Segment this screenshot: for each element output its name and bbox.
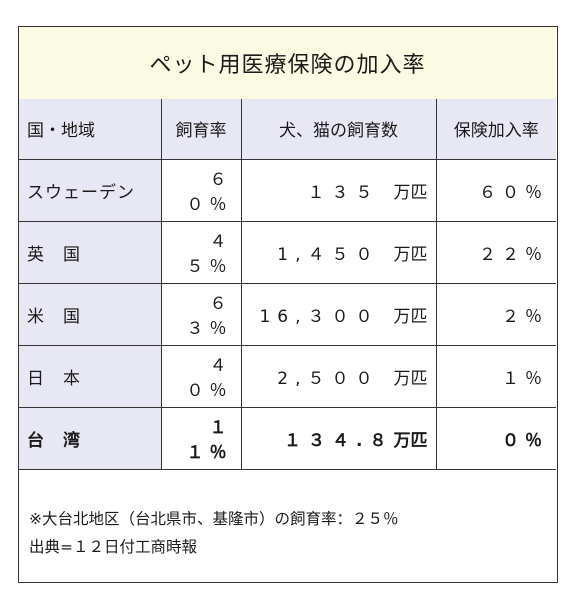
- table-row: 英 国 ４５％ 1,４５０ 万匹 ２２％: [19, 220, 556, 284]
- count-value: 16,３００: [259, 306, 380, 327]
- insurance-cell: ２２％: [435, 220, 556, 284]
- country-cell: 英 国: [19, 220, 162, 284]
- table-row: 日 本 ４０％ 2,５００ 万匹 １％: [19, 344, 556, 408]
- rate-cell: ４０％: [160, 344, 242, 408]
- count-unit: 万匹: [393, 368, 428, 389]
- country-cell: スウェーデン: [19, 158, 162, 222]
- count-value: １３４.８: [284, 430, 394, 451]
- country-cell: 日 本: [19, 344, 162, 408]
- count-cell: 2,５００ 万匹: [240, 344, 437, 408]
- country-cell: 米 国: [19, 282, 162, 346]
- rate-cell: １１％: [160, 406, 242, 470]
- table-row: スウェーデン ６０％ １３５ 万匹 ６０％: [19, 158, 556, 222]
- rate-cell: ４５％: [160, 220, 242, 284]
- footnote: ※大台北地区（台北県市、基隆市）の飼育率：２５％ 出典=１２日付工商時報: [29, 505, 399, 561]
- source-line: 出典=１２日付工商時報: [29, 538, 197, 556]
- table-row: 台 湾 １１％ １３４.８万匹 ０％: [19, 406, 556, 470]
- header-insurance: 保険加入率: [435, 99, 556, 160]
- insurance-cell: １％: [435, 344, 556, 408]
- count-cell: 1,４５０ 万匹: [240, 220, 437, 284]
- rate-cell: ６０％: [160, 158, 242, 222]
- count-value: 1,４５０: [277, 244, 380, 265]
- footnote-line: ※大台北地区（台北県市、基隆市）の飼育率：２５％: [29, 510, 399, 528]
- count-cell: １３５ 万匹: [240, 158, 437, 222]
- count-unit: 万匹: [393, 182, 428, 203]
- header-rate: 飼育率: [160, 99, 242, 160]
- count-cell: １３４.８万匹: [240, 406, 437, 470]
- table-row: 米 国 ６３％ 16,３００ 万匹 ２％: [19, 282, 556, 346]
- header-country: 国・地域: [19, 99, 162, 160]
- header-row: 国・地域 飼育率 犬、猫の飼育数 保険加入率: [19, 99, 556, 160]
- count-unit: 万匹: [393, 430, 428, 451]
- insurance-cell: ０％: [435, 406, 556, 470]
- count-cell: 16,３００ 万匹: [240, 282, 437, 346]
- header-count: 犬、猫の飼育数: [240, 99, 437, 160]
- count-value: 2,５００: [277, 368, 380, 389]
- insurance-table: 国・地域 飼育率 犬、猫の飼育数 保険加入率 スウェーデン ６０％ １３５ 万匹 …: [19, 99, 556, 470]
- count-value: １３５: [307, 182, 380, 203]
- insurance-table-frame: ペット用医療保険の加入率 国・地域 飼育率 犬、猫の飼育数 保険加入率 スウェー…: [18, 26, 558, 583]
- table-title: ペット用医療保険の加入率: [19, 27, 556, 100]
- count-unit: 万匹: [393, 306, 428, 327]
- insurance-cell: ６０％: [435, 158, 556, 222]
- country-cell: 台 湾: [19, 406, 162, 470]
- insurance-cell: ２％: [435, 282, 556, 346]
- count-unit: 万匹: [393, 244, 428, 265]
- rate-cell: ６３％: [160, 282, 242, 346]
